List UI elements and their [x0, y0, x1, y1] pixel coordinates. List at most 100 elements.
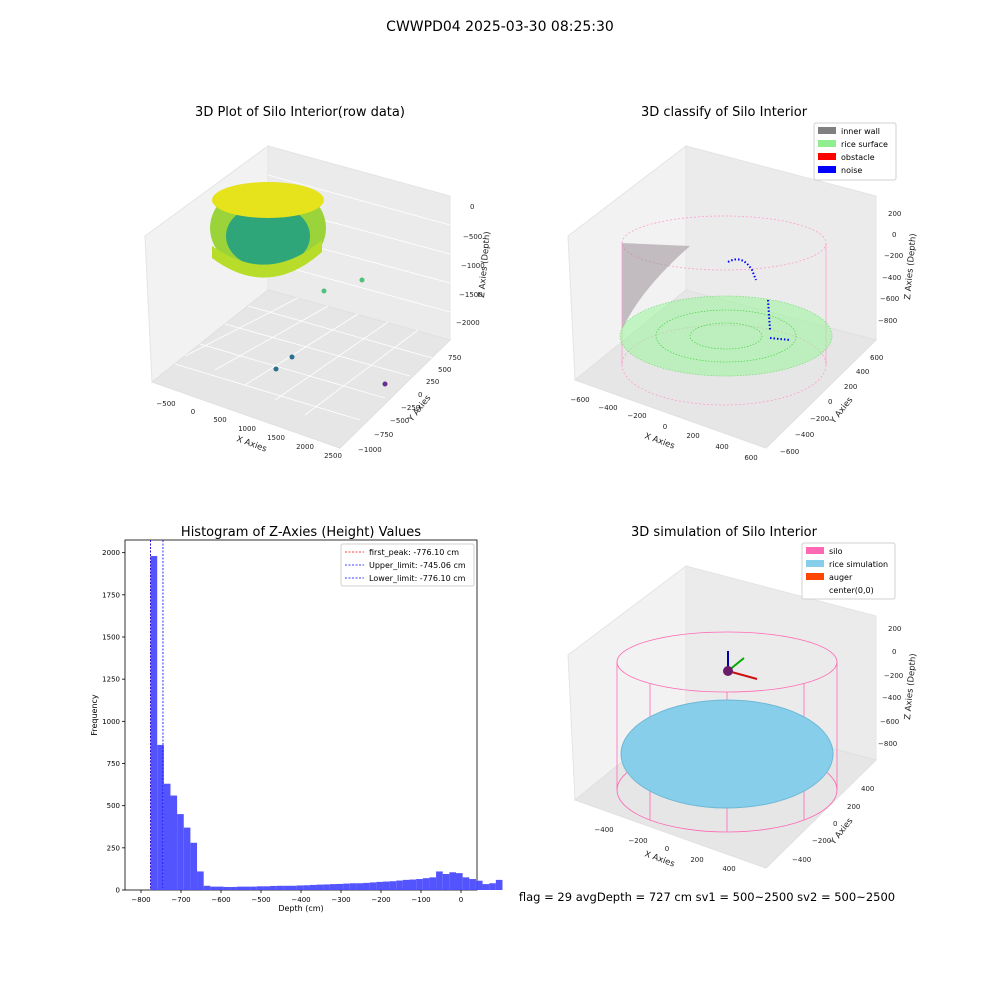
- y-tick: −400: [795, 431, 814, 439]
- x-tick: 400: [715, 443, 728, 451]
- z-tick: −600: [880, 295, 899, 303]
- x-tick: 600: [744, 454, 757, 462]
- z-tick: −200: [884, 252, 903, 260]
- auger-arrows: [723, 651, 758, 680]
- legend-swatch-silo: [806, 547, 824, 554]
- x-ticks: −400 −200 0 200 400: [594, 826, 735, 873]
- x-axis-label: X Axies: [643, 849, 676, 869]
- rice-simulation-surface: [620, 699, 834, 809]
- z-axis-label: Z Axies (Depth): [477, 231, 493, 298]
- histogram-bar: [323, 884, 330, 890]
- z-ticks: −800 −600 −400 −200 0 200: [878, 210, 903, 325]
- histogram-bar: [303, 885, 310, 890]
- x-tick-label: −600: [211, 896, 230, 904]
- panel-histogram: Histogram of Z-Axies (Height) Values −80…: [90, 525, 503, 913]
- histogram-bar: [183, 827, 191, 890]
- z-axis-label: Z Axies (Depth): [903, 653, 919, 720]
- panel-title: Histogram of Z-Axies (Height) Values: [181, 525, 421, 540]
- silo-ring-top: [212, 182, 324, 218]
- histogram-bar: [349, 883, 357, 890]
- x-tick: 1000: [238, 425, 256, 433]
- histogram-bar: [256, 886, 264, 890]
- y-tick-label: 1000: [102, 718, 120, 726]
- z-tick: −400: [882, 694, 901, 702]
- x-tick: 200: [686, 432, 699, 440]
- legend-box: [340, 543, 475, 587]
- reference-lines: [150, 540, 164, 890]
- histogram-bar: [163, 783, 171, 890]
- y-tick: −200: [810, 415, 829, 423]
- y-ticks: 0 250 500 750 1000 1250 1500 1750 2000: [102, 549, 125, 895]
- legend-swatch-rice-surface: [818, 140, 836, 147]
- histogram-bar: [157, 744, 164, 890]
- panel-classify-3d: 3D classify of Silo Interior inner wall …: [567, 105, 919, 462]
- histogram-bar: [495, 879, 503, 890]
- y-axis-label: Frequency: [90, 694, 99, 736]
- outlier-point: [382, 381, 388, 387]
- histogram-bar: [402, 879, 410, 890]
- legend-label: center(0,0): [829, 586, 874, 595]
- z-tick: −200: [884, 672, 903, 680]
- x-tick: −400: [594, 826, 613, 834]
- x-ticks: −500 0 500 1000 1500 2000 2500: [156, 400, 342, 460]
- x-axis-label: X Axies: [643, 431, 676, 451]
- x-tick: 2500: [324, 452, 342, 460]
- z-ticks: −2000 −1500 −1000 −500 0: [456, 203, 485, 327]
- z-tick: −500: [463, 233, 482, 241]
- histogram-bar: [230, 886, 237, 890]
- z-axis-label: Z Axies (Depth): [903, 233, 919, 300]
- legend-label: rice surface: [841, 140, 888, 149]
- histogram-bar: [336, 883, 344, 890]
- legend-label: first_peak: -776.10 cm: [369, 548, 459, 557]
- histogram-bar: [429, 877, 437, 890]
- x-tick-label: −400: [291, 896, 310, 904]
- legend-simulation: silo rice simulation auger center(0,0): [801, 542, 896, 600]
- histogram-bar: [276, 885, 284, 890]
- panel-raw-3d: 3D Plot of Silo Interior(row data): [144, 105, 493, 460]
- y-tick: 0: [833, 820, 837, 828]
- legend-box: [813, 122, 897, 181]
- legend-swatch-auger: [806, 573, 824, 580]
- y-tick: 750: [448, 354, 461, 362]
- histogram-bar: [177, 814, 184, 890]
- silo-cylinder-wireframe: [619, 215, 833, 406]
- x-tick: 0: [665, 845, 669, 853]
- z-tick: 200: [888, 210, 901, 218]
- center-marker: [723, 666, 733, 676]
- z-tick: −1000: [461, 262, 485, 270]
- x-ticks: −800 −700 −600 −500 −400 −300 −200 −100 0: [131, 890, 463, 904]
- x-ticks: −600 −400 −200 0 200 400 600: [570, 396, 757, 462]
- legend-classify: inner wall rice surface obstacle noise: [813, 122, 897, 181]
- y-tick: −250: [401, 404, 420, 412]
- z-tick: −1500: [459, 291, 483, 299]
- histogram-bar: [243, 886, 251, 890]
- y-tick: 500: [438, 366, 451, 374]
- histogram-bar: [343, 883, 350, 890]
- legend-histogram: first_peak: -776.10 cm Upper_limit: -745…: [340, 543, 475, 587]
- histogram-bar: [290, 885, 297, 890]
- x-tick: −600: [570, 396, 589, 404]
- z-ticks: −800 −600 −400 −200 0 200: [878, 625, 903, 748]
- pane-floor: [150, 289, 451, 449]
- y-tick: 200: [844, 383, 857, 391]
- x-tick-label: 0: [459, 896, 463, 904]
- y-tick: −400: [792, 856, 811, 864]
- panel-simulation-3d: 3D simulation of Silo Interior silo: [567, 525, 919, 873]
- x-tick: −200: [627, 412, 646, 420]
- y-tick: −1000: [358, 446, 382, 454]
- x-tick: −200: [628, 837, 647, 845]
- x-tick-label: −500: [251, 896, 270, 904]
- histogram-bar: [363, 882, 370, 890]
- histogram-bar: [170, 795, 178, 890]
- legend-swatch-rice-simulation: [806, 560, 824, 567]
- x-tick: −400: [598, 404, 617, 412]
- x-axis-label: Depth (cm): [278, 904, 323, 913]
- y-tick-label: 1250: [102, 676, 120, 684]
- status-footer: flag = 29 avgDepth = 727 cm sv1 = 500~25…: [519, 890, 895, 904]
- z-tick: −400: [882, 274, 901, 282]
- legend-box: [801, 542, 896, 600]
- y-tick-label: 750: [107, 760, 120, 768]
- x-tick-label: −200: [371, 896, 390, 904]
- histogram-bars: [150, 556, 503, 890]
